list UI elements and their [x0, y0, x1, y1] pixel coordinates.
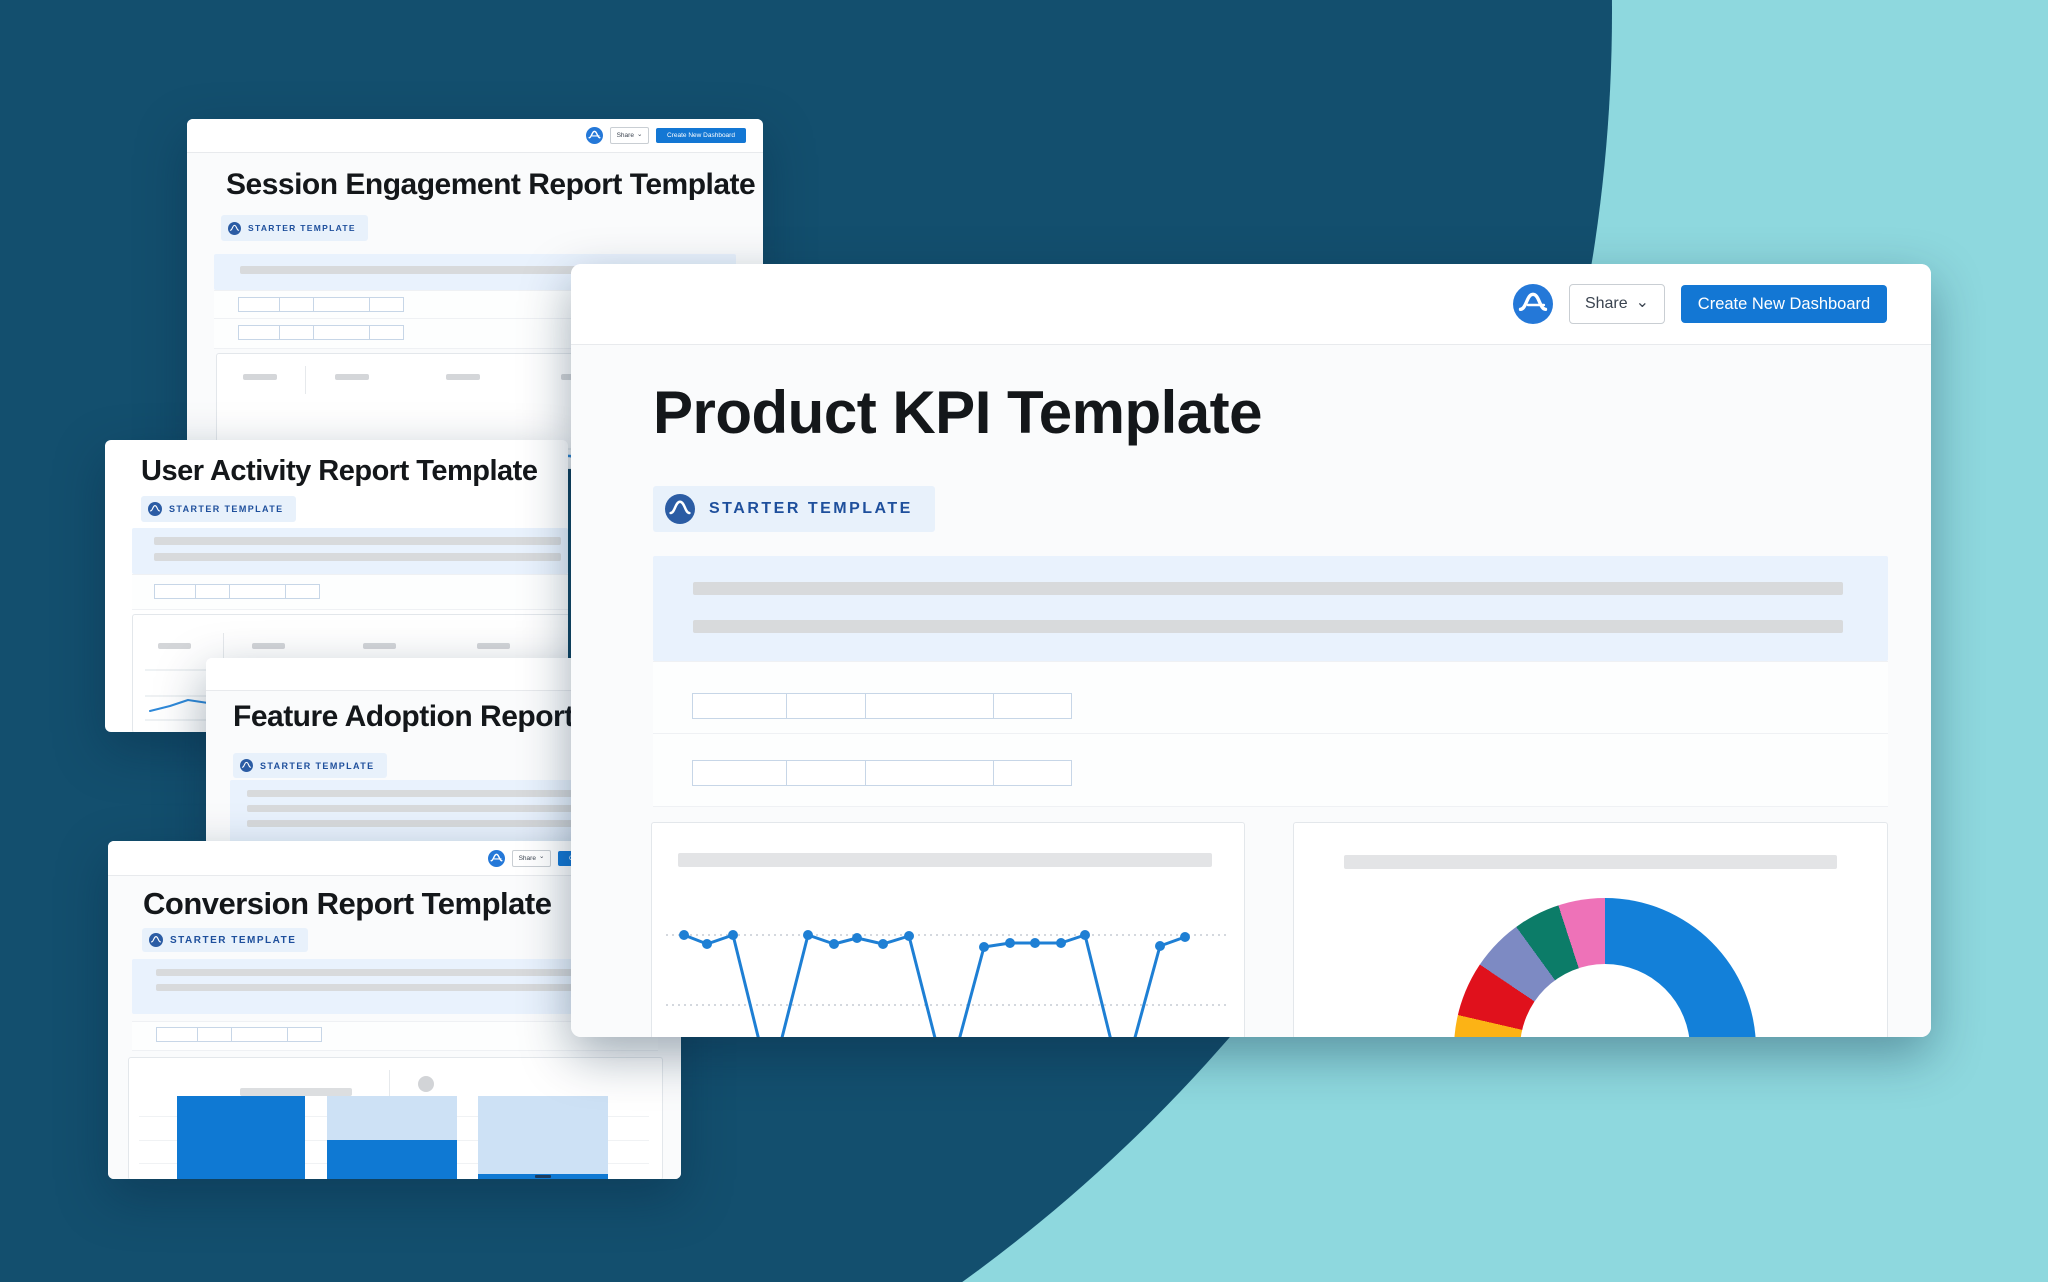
amplitude-logo-icon[interactable]	[1513, 284, 1553, 324]
segment-table	[692, 760, 1072, 786]
line-chart-panel	[651, 822, 1245, 1037]
text-placeholder-bar	[247, 790, 737, 797]
badge-label: STARTER TEMPLATE	[260, 760, 375, 771]
starter-template-badge: STARTER TEMPLATE	[653, 486, 935, 532]
legend-divider	[305, 366, 306, 394]
menu-dot-icon[interactable]	[418, 1076, 434, 1092]
legend-dash	[477, 643, 510, 649]
legend-dash	[363, 643, 396, 649]
text-placeholder-bar	[247, 820, 737, 827]
chart-title-placeholder	[240, 1088, 352, 1096]
create-new-dashboard-button[interactable]: Create New Dashboard	[656, 128, 746, 143]
text-placeholder-bar	[693, 582, 1843, 595]
badge-label: STARTER TEMPLATE	[248, 223, 356, 233]
starter-template-badge: STARTER TEMPLATE	[233, 753, 387, 778]
filter-row	[653, 733, 1888, 807]
card-title: User Activity Report Template	[141, 455, 538, 487]
segment-table	[156, 1027, 322, 1042]
share-button[interactable]: Share ⌄	[1569, 284, 1665, 324]
legend-dash	[446, 374, 480, 380]
amplitude-badge-icon	[665, 494, 695, 524]
amplitude-logo-icon[interactable]	[488, 849, 505, 867]
chevron-down-icon: ⌄	[636, 130, 643, 138]
amplitude-badge-icon	[149, 933, 163, 947]
starter-template-badge: STARTER TEMPLATE	[221, 215, 368, 241]
create-new-dashboard-button[interactable]: Create New Dashboard	[1681, 285, 1887, 323]
text-placeholder-bar	[693, 620, 1843, 633]
text-placeholder-bar	[154, 553, 561, 561]
donut-chart-panel	[1293, 822, 1888, 1037]
amplitude-badge-icon	[228, 221, 241, 235]
card-header: Share⌄ Create New Dashboard	[187, 119, 763, 153]
chart-title-placeholder	[1344, 855, 1837, 869]
segment-table	[154, 584, 320, 599]
chart-title-placeholder	[678, 853, 1212, 867]
funnel-chart	[129, 1096, 662, 1179]
badge-label: STARTER TEMPLATE	[709, 500, 913, 517]
amplitude-logo-icon[interactable]	[586, 127, 603, 144]
text-placeholder-bar	[154, 537, 561, 545]
text-placeholder-bar	[247, 805, 737, 812]
text-placeholder-bar	[240, 266, 734, 274]
page-title: Product KPI Template	[653, 379, 1262, 446]
share-button[interactable]: Share ⌄	[610, 127, 649, 144]
card-title: Session Engagement Report Template	[226, 168, 756, 201]
legend-divider	[223, 633, 224, 659]
card-header: Share⌄ Create New Dashboard	[571, 264, 1931, 345]
legend-dash	[243, 374, 277, 380]
product-kpi-card: Share ⌄ Create New Dashboard Product KPI …	[571, 264, 1931, 1037]
legend-dash	[252, 643, 285, 649]
kpi-line-chart	[666, 930, 1230, 1037]
chevron-down-icon: ⌄	[538, 853, 545, 860]
starter-template-badge: STARTER TEMPLATE	[141, 496, 296, 522]
segment-table	[238, 297, 404, 312]
amplitude-badge-icon	[240, 759, 253, 772]
badge-label: STARTER TEMPLATE	[169, 504, 284, 514]
starter-template-badge: STARTER TEMPLATE	[142, 928, 309, 952]
text-placeholder-bar	[156, 984, 616, 991]
card-title: Conversion Report Template	[143, 886, 552, 921]
segment-table	[238, 325, 404, 340]
funnel-chart-panel	[128, 1057, 663, 1179]
text-placeholder-bar	[156, 969, 616, 976]
segment-table	[692, 693, 1072, 719]
bar-value-label	[535, 1175, 551, 1178]
amplitude-badge-icon	[148, 502, 162, 516]
funnel-bar	[327, 1096, 457, 1179]
description-banner	[653, 556, 1888, 661]
badge-label: STARTER TEMPLATE	[170, 934, 297, 946]
share-button[interactable]: Share ⌄	[512, 849, 551, 867]
legend-dash	[335, 374, 369, 380]
chevron-down-icon: ⌄	[1635, 294, 1650, 311]
panel-divider	[389, 1070, 390, 1106]
description-banner	[132, 528, 568, 574]
funnel-bar	[478, 1096, 608, 1179]
legend-dash	[158, 643, 191, 649]
funnel-bar	[177, 1096, 305, 1179]
